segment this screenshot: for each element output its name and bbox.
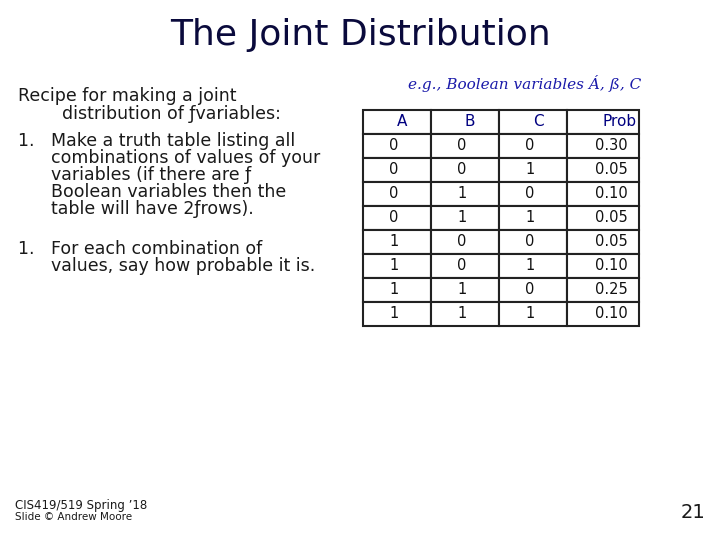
- Text: 0: 0: [457, 163, 467, 178]
- Text: 1: 1: [457, 211, 467, 226]
- Text: Prob: Prob: [603, 114, 637, 130]
- Bar: [431, 206, 499, 230]
- Text: The Joint Distribution: The Joint Distribution: [170, 18, 550, 52]
- Text: 0.25: 0.25: [595, 282, 628, 298]
- Text: 0.10: 0.10: [595, 186, 628, 201]
- Bar: [363, 230, 431, 254]
- Bar: [499, 158, 567, 182]
- Bar: [431, 110, 499, 134]
- Bar: [499, 230, 567, 254]
- Text: 1: 1: [389, 259, 398, 273]
- Bar: [431, 230, 499, 254]
- Text: 0: 0: [389, 138, 398, 153]
- Bar: [363, 206, 431, 230]
- Text: 21: 21: [680, 503, 705, 522]
- Bar: [431, 254, 499, 278]
- Text: 0.05: 0.05: [595, 211, 628, 226]
- Bar: [363, 278, 431, 302]
- Text: 0: 0: [457, 138, 467, 153]
- Bar: [499, 134, 567, 158]
- Bar: [567, 254, 639, 278]
- Text: 0: 0: [389, 186, 398, 201]
- Text: 0.05: 0.05: [595, 163, 628, 178]
- Text: 0: 0: [389, 163, 398, 178]
- Bar: [363, 182, 431, 206]
- Bar: [499, 254, 567, 278]
- Bar: [431, 278, 499, 302]
- Bar: [431, 158, 499, 182]
- Text: 0: 0: [389, 211, 398, 226]
- Text: 0: 0: [525, 282, 534, 298]
- Text: 1: 1: [457, 186, 467, 201]
- Text: 1: 1: [457, 307, 467, 321]
- Text: Recipe for making a joint: Recipe for making a joint: [18, 87, 236, 105]
- Text: variables (if there are ƒ: variables (if there are ƒ: [18, 166, 251, 184]
- Text: 0: 0: [457, 259, 467, 273]
- Text: e.g., Boolean variables Á, ß, C: e.g., Boolean variables Á, ß, C: [408, 75, 642, 92]
- Text: 0: 0: [525, 234, 534, 249]
- Text: 1: 1: [389, 307, 398, 321]
- Text: 1: 1: [525, 259, 534, 273]
- Bar: [431, 302, 499, 326]
- Text: 0: 0: [457, 234, 467, 249]
- Bar: [363, 158, 431, 182]
- Bar: [431, 182, 499, 206]
- Text: 0.10: 0.10: [595, 259, 628, 273]
- Text: 0.05: 0.05: [595, 234, 628, 249]
- Bar: [567, 158, 639, 182]
- Text: 0.30: 0.30: [595, 138, 628, 153]
- Text: 0.10: 0.10: [595, 307, 628, 321]
- Bar: [567, 134, 639, 158]
- Bar: [499, 302, 567, 326]
- Text: 0: 0: [525, 186, 534, 201]
- Bar: [431, 134, 499, 158]
- Text: 1: 1: [389, 234, 398, 249]
- Bar: [363, 134, 431, 158]
- Bar: [363, 254, 431, 278]
- Text: 1: 1: [457, 282, 467, 298]
- Bar: [499, 182, 567, 206]
- Text: 1.   For each combination of: 1. For each combination of: [18, 240, 262, 258]
- Text: 1: 1: [525, 163, 534, 178]
- Text: Boolean variables then the: Boolean variables then the: [18, 183, 287, 201]
- Bar: [567, 230, 639, 254]
- Text: B: B: [465, 114, 475, 130]
- Bar: [567, 278, 639, 302]
- Text: C: C: [533, 114, 544, 130]
- Bar: [567, 182, 639, 206]
- Text: table will have 2ƒrows).: table will have 2ƒrows).: [18, 200, 253, 218]
- Text: combinations of values of your: combinations of values of your: [18, 149, 320, 167]
- Bar: [567, 206, 639, 230]
- Bar: [499, 110, 567, 134]
- Bar: [363, 110, 431, 134]
- Text: 1: 1: [389, 282, 398, 298]
- Text: values, say how probable it is.: values, say how probable it is.: [18, 257, 315, 275]
- Text: A: A: [397, 114, 408, 130]
- Text: CIS419/519 Spring ’18: CIS419/519 Spring ’18: [15, 499, 148, 512]
- Text: 1.   Make a truth table listing all: 1. Make a truth table listing all: [18, 132, 295, 150]
- Text: 1: 1: [525, 211, 534, 226]
- Text: distribution of ƒvariables:: distribution of ƒvariables:: [18, 105, 281, 123]
- Bar: [499, 278, 567, 302]
- Bar: [567, 302, 639, 326]
- Bar: [567, 110, 639, 134]
- Text: 1: 1: [525, 307, 534, 321]
- Bar: [363, 302, 431, 326]
- Text: Slide © Andrew Moore: Slide © Andrew Moore: [15, 512, 132, 522]
- Bar: [499, 206, 567, 230]
- Text: 0: 0: [525, 138, 534, 153]
